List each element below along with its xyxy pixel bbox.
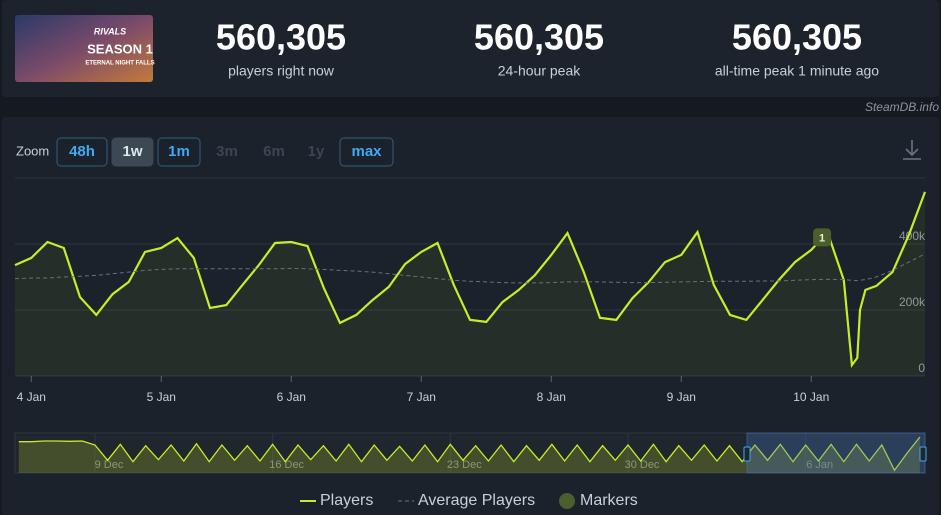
zoom-button: 6m bbox=[263, 143, 285, 160]
stat-label: 24-hour peak bbox=[498, 63, 582, 79]
nav-tick-label: 6 Jan bbox=[806, 459, 833, 471]
zoom-button[interactable]: 1w bbox=[111, 137, 154, 167]
x-tick-label: 5 Jan bbox=[147, 390, 176, 404]
stat-label: players right now bbox=[228, 63, 335, 79]
button-label: 1m bbox=[168, 143, 190, 160]
stat-value: 560,305 bbox=[732, 17, 862, 58]
stat-value: 560,305 bbox=[474, 17, 604, 58]
download-icon[interactable] bbox=[903, 140, 921, 160]
legend: Players Average Players Markers bbox=[300, 492, 638, 509]
zoom-buttons: 48h 1w 1m 3m 6m 1y max bbox=[56, 137, 394, 167]
marker[interactable] bbox=[813, 228, 832, 247]
zoom-label: Zoom bbox=[16, 143, 49, 158]
nav-handle[interactable] bbox=[743, 446, 751, 462]
button-label: 3m bbox=[216, 143, 238, 160]
button-label: max bbox=[351, 143, 382, 160]
x-tick-label: 10 Jan bbox=[793, 390, 829, 404]
navigator[interactable]: 9 Dec 16 Dec 23 Dec 30 Dec 6 Jan bbox=[14, 432, 927, 474]
legend-label: Players bbox=[320, 492, 373, 509]
zoom-button[interactable]: 48h bbox=[56, 137, 108, 167]
nav-selection[interactable] bbox=[746, 432, 926, 474]
nav-tick-label: 30 Dec bbox=[625, 459, 660, 471]
legend-item[interactable]: Players bbox=[300, 492, 373, 509]
nav-tick-label: 23 Dec bbox=[447, 459, 482, 471]
x-tick-label: 4 Jan bbox=[17, 390, 46, 404]
nav-handle[interactable] bbox=[919, 446, 927, 462]
zoom-button: 3m bbox=[216, 143, 238, 160]
x-tick-label: 6 Jan bbox=[277, 390, 306, 404]
legend-swatch bbox=[559, 493, 575, 509]
image-text: ETERNAL NIGHT FALLS bbox=[85, 61, 154, 67]
nav-tick-label: 9 Dec bbox=[95, 459, 124, 471]
zoom-button: 1y bbox=[308, 143, 325, 160]
header-panel bbox=[2, 0, 939, 97]
icon-part bbox=[905, 148, 919, 157]
image-text: SEASON 1 bbox=[87, 41, 153, 56]
x-tick-label: 7 Jan bbox=[407, 390, 436, 404]
zoom-button[interactable]: max bbox=[339, 137, 394, 167]
marker-label: 1 bbox=[819, 232, 825, 244]
players-area bbox=[15, 191, 925, 376]
players-line bbox=[14, 191, 927, 369]
game-image bbox=[15, 15, 153, 82]
button-bg bbox=[339, 137, 394, 167]
nav-tick-label: 16 Dec bbox=[269, 459, 304, 471]
legend-label: Markers bbox=[580, 492, 638, 509]
credit: SteamDB.info bbox=[865, 100, 939, 114]
button-bg bbox=[111, 137, 154, 167]
x-tick-label: 9 Jan bbox=[667, 390, 696, 404]
y-tick-label: 0 bbox=[918, 361, 925, 375]
button-label: 6m bbox=[263, 143, 285, 160]
stat-label: all-time peak 1 minute ago bbox=[715, 63, 879, 79]
x-tick-label: 8 Jan bbox=[537, 390, 566, 404]
button-bg bbox=[157, 137, 201, 167]
image-text: RIVALS bbox=[94, 26, 126, 36]
nav-area bbox=[18, 437, 920, 473]
stat-value: 560,305 bbox=[216, 17, 346, 58]
button-label: 1w bbox=[122, 143, 142, 160]
legend-label: Average Players bbox=[418, 492, 535, 509]
button-label: 1y bbox=[308, 143, 325, 160]
nav-line bbox=[18, 436, 921, 472]
average-line bbox=[14, 253, 926, 284]
zoom-button[interactable]: 1m bbox=[157, 137, 201, 167]
button-label: 48h bbox=[69, 143, 95, 160]
legend-item[interactable]: Average Players bbox=[398, 492, 535, 509]
chart-panel bbox=[2, 117, 939, 515]
legend-item[interactable]: Markers bbox=[559, 492, 638, 509]
button-bg bbox=[56, 137, 108, 167]
y-tick-label: 200k bbox=[899, 295, 926, 309]
